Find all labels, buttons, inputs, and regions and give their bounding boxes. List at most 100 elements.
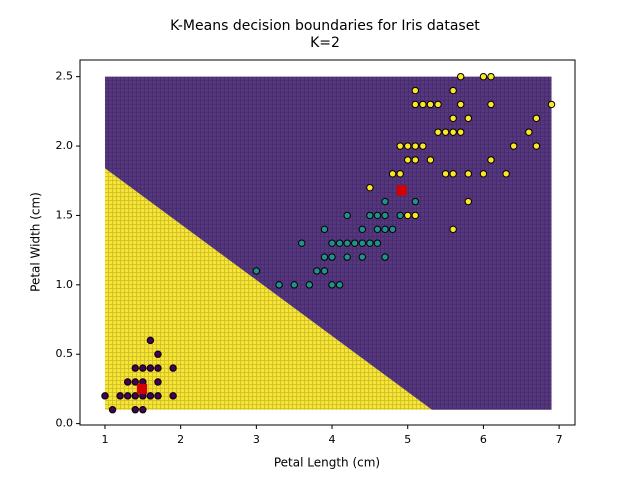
y-tick-label: 1.5 <box>56 208 74 221</box>
data-point <box>464 170 472 178</box>
data-point <box>131 392 139 400</box>
data-point <box>131 378 139 386</box>
data-point <box>358 225 367 234</box>
data-point <box>146 364 155 372</box>
data-point <box>449 114 457 122</box>
x-tick-label: 1 <box>101 433 108 446</box>
data-point <box>404 142 412 150</box>
data-point <box>335 281 344 289</box>
x-axis-label: Petal Length (cm) <box>274 456 380 470</box>
data-point <box>116 392 124 400</box>
x-tick-label: 2 <box>177 433 184 446</box>
axes-frame <box>79 59 576 426</box>
data-point <box>169 392 177 400</box>
y-tick-label: 2.0 <box>56 139 74 152</box>
data-point <box>419 142 427 150</box>
data-point <box>328 253 336 261</box>
data-point <box>343 253 351 261</box>
data-point <box>411 156 419 164</box>
data-point <box>449 86 457 95</box>
data-point <box>328 281 336 289</box>
y-axis-label: Petal Width (cm) <box>29 192 43 292</box>
y-tick-label: 0.0 <box>56 417 74 430</box>
data-point <box>525 128 533 136</box>
data-point <box>101 392 109 400</box>
data-point <box>502 170 510 178</box>
y-tick-label: 1.0 <box>56 278 74 291</box>
data-point <box>123 378 132 386</box>
data-point <box>320 225 329 234</box>
data-point <box>532 142 541 150</box>
y-tick-label: 0.5 <box>56 347 74 360</box>
data-point <box>426 100 435 109</box>
data-point <box>419 100 427 109</box>
data-point <box>487 72 495 81</box>
data-point <box>275 281 283 289</box>
data-point <box>381 253 389 261</box>
data-point <box>373 239 382 247</box>
data-point <box>532 114 541 122</box>
data-point <box>290 281 298 289</box>
data-point <box>434 100 442 109</box>
y-tick-label: 2.5 <box>56 70 74 83</box>
data-point <box>479 170 488 178</box>
data-point <box>434 128 442 136</box>
data-point <box>320 253 329 261</box>
data-point <box>404 211 412 220</box>
data-point <box>123 392 132 400</box>
centroid <box>396 185 407 196</box>
x-tick-label: 4 <box>329 433 336 446</box>
data-point <box>131 364 139 372</box>
data-point <box>457 72 465 81</box>
data-point <box>457 100 465 109</box>
x-tick-label: 7 <box>556 433 563 446</box>
x-tick-label: 5 <box>404 433 411 446</box>
data-point <box>320 267 329 275</box>
data-point <box>146 392 155 400</box>
data-point <box>396 170 404 178</box>
data-point <box>404 156 412 164</box>
data-point <box>252 267 261 275</box>
data-point <box>547 100 556 109</box>
data-point <box>464 197 472 206</box>
data-point <box>381 225 389 234</box>
data-point <box>426 156 435 164</box>
chart-title: K-Means decision boundaries for Iris dat… <box>170 18 480 34</box>
data-point <box>358 239 367 247</box>
data-point <box>381 211 389 220</box>
data-point <box>457 128 465 136</box>
data-point <box>441 170 450 178</box>
data-point <box>131 406 139 414</box>
data-point <box>343 211 351 220</box>
data-point <box>154 392 162 400</box>
data-point <box>169 364 177 372</box>
data-point <box>449 128 457 136</box>
data-point <box>358 253 367 261</box>
data-point <box>487 156 495 164</box>
data-point <box>313 267 321 275</box>
data-point <box>464 114 472 122</box>
data-point <box>388 170 397 178</box>
data-point <box>396 211 404 220</box>
data-point <box>373 211 382 220</box>
x-tick-label: 3 <box>253 433 260 446</box>
data-point <box>154 378 162 386</box>
data-point <box>411 100 419 109</box>
data-point <box>154 350 162 358</box>
data-point <box>411 211 419 220</box>
x-tick-label: 6 <box>480 433 487 446</box>
data-point <box>509 142 518 150</box>
data-point <box>343 239 351 247</box>
data-point <box>108 406 117 414</box>
data-point <box>449 170 457 178</box>
data-point <box>411 142 419 150</box>
data-point <box>335 239 344 247</box>
data-point <box>396 142 404 150</box>
data-point <box>479 72 488 81</box>
data-point <box>381 197 389 206</box>
data-point <box>366 239 374 247</box>
centroid <box>137 383 148 394</box>
data-point <box>139 406 147 414</box>
data-point <box>441 128 450 136</box>
